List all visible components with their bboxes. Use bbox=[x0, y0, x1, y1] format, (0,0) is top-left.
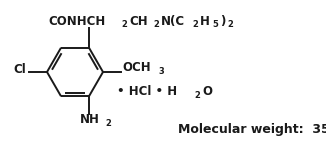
Text: CONHCH: CONHCH bbox=[48, 15, 105, 28]
Text: 3: 3 bbox=[159, 67, 165, 76]
Text: Cl: Cl bbox=[13, 63, 26, 76]
Text: • HCl • H: • HCl • H bbox=[117, 85, 177, 98]
Text: NH: NH bbox=[80, 113, 100, 126]
Text: OCH: OCH bbox=[122, 61, 151, 74]
Text: 2: 2 bbox=[122, 20, 128, 29]
Text: O: O bbox=[202, 85, 212, 98]
Text: 2: 2 bbox=[227, 20, 233, 29]
Text: 2: 2 bbox=[154, 20, 159, 29]
Text: 5: 5 bbox=[213, 20, 218, 29]
Text: 2: 2 bbox=[192, 20, 198, 29]
Text: 2: 2 bbox=[195, 90, 200, 99]
Text: N(C: N(C bbox=[161, 15, 185, 28]
Text: H: H bbox=[200, 15, 210, 28]
Text: ): ) bbox=[220, 15, 226, 28]
Text: CH: CH bbox=[129, 15, 148, 28]
Text: Molecular weight:  354.3: Molecular weight: 354.3 bbox=[178, 123, 326, 136]
Text: 2: 2 bbox=[106, 119, 111, 128]
